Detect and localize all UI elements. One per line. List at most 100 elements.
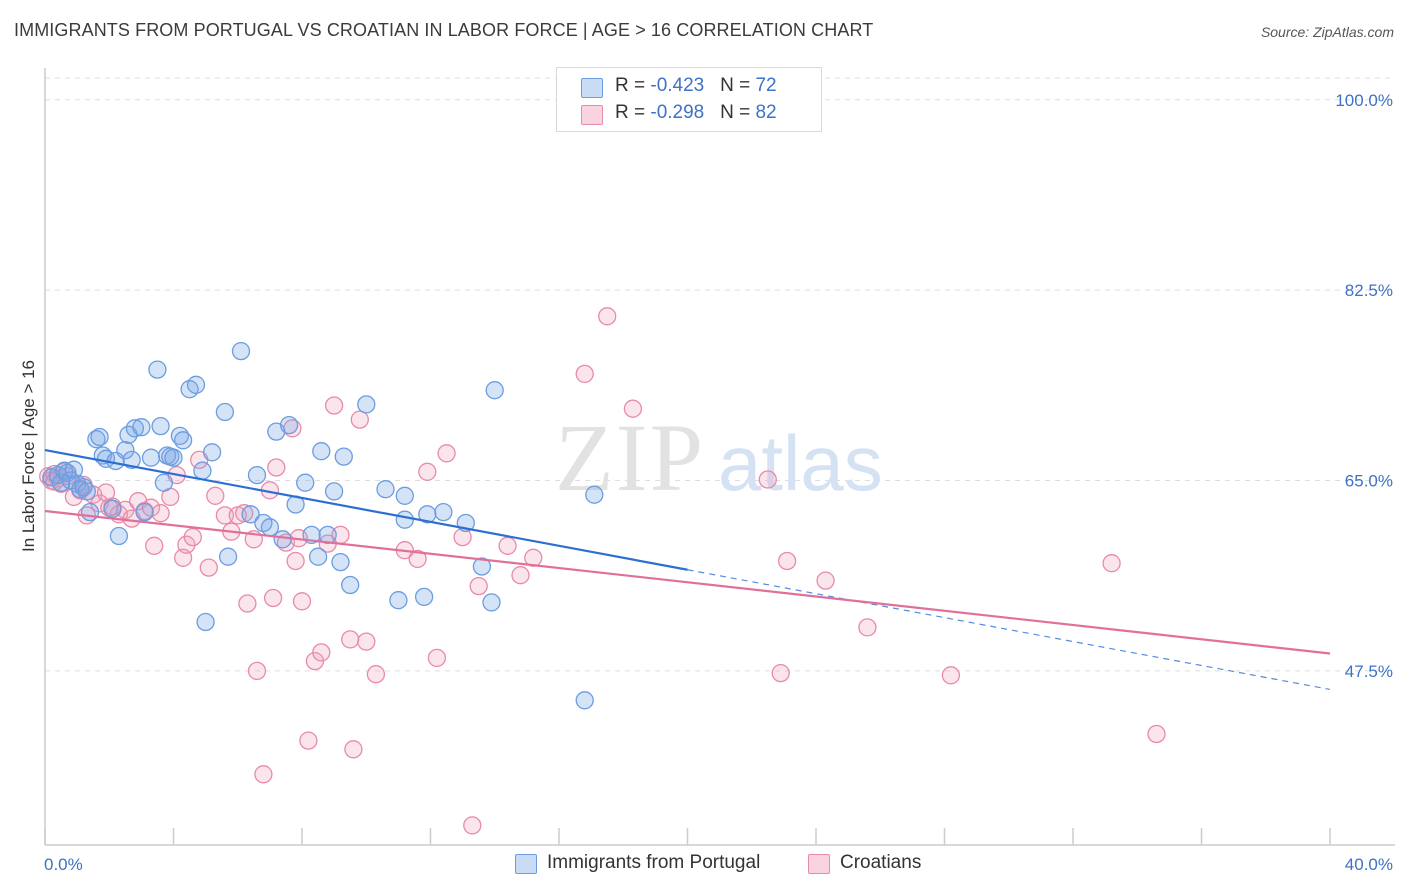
- portugal-point: [135, 502, 154, 522]
- croatians-point: [758, 470, 777, 489]
- portugal-n-label: N =: [720, 75, 756, 96]
- portugal-point: [87, 430, 106, 449]
- y-tick-label: 65.0%: [1345, 472, 1393, 491]
- chart-title: IMMIGRANTS FROM PORTUGAL VS CROATIAN IN …: [14, 20, 874, 40]
- axes: [44, 68, 1395, 846]
- croatians-point: [350, 410, 369, 429]
- portugal-point: [482, 593, 501, 612]
- y-tick-label: 100.0%: [1335, 91, 1393, 110]
- croatians-trend-line: [44, 509, 1331, 655]
- portugal-point: [218, 547, 238, 566]
- portugal-point: [173, 431, 193, 450]
- croatians-point: [418, 462, 437, 481]
- portugal-point: [296, 473, 315, 492]
- portugal-point: [55, 461, 74, 480]
- croatians-point: [1102, 554, 1121, 573]
- croatians-point: [408, 549, 427, 569]
- portugal-point: [334, 447, 353, 466]
- portugal-point: [151, 416, 170, 436]
- portugal-point: [103, 499, 122, 518]
- croatians-point: [286, 551, 305, 571]
- portugal-point: [125, 419, 145, 438]
- croatians-point: [777, 551, 797, 571]
- croatians-point: [312, 643, 331, 662]
- y-tick-label: 47.5%: [1345, 662, 1393, 681]
- portugal-point: [472, 557, 492, 576]
- portugal-point: [395, 486, 414, 505]
- croatians-point: [469, 576, 488, 596]
- croatians-point: [235, 504, 254, 523]
- portugal-point: [148, 360, 167, 379]
- croatians-point: [575, 364, 594, 384]
- portugal-point: [389, 591, 408, 610]
- croatians-n-label: N =: [720, 102, 756, 123]
- portugal-point: [434, 502, 453, 522]
- portugal-point: [77, 482, 96, 501]
- portugal-point: [273, 530, 292, 549]
- portugal-point: [196, 612, 215, 632]
- croatians-point: [344, 740, 363, 759]
- portugal-point: [241, 505, 260, 524]
- croatians-point: [366, 665, 386, 684]
- portugal-point: [80, 502, 100, 522]
- portugal-point: [90, 427, 109, 447]
- watermark-atlas: atlas: [718, 419, 883, 507]
- portugal-point: [202, 443, 222, 462]
- portugal-point: [341, 575, 360, 595]
- portugal-point: [164, 448, 183, 467]
- portugal-trend-extension: [687, 569, 1331, 691]
- portugal-swatch: [581, 78, 603, 98]
- portugal-point: [331, 552, 350, 572]
- portugal-point: [395, 510, 414, 529]
- croatians-point: [623, 399, 643, 418]
- croatians-point: [263, 588, 283, 608]
- croatians-point: [941, 666, 961, 685]
- portugal-point: [141, 448, 161, 467]
- croatians-r-value: -0.298: [650, 102, 705, 123]
- portugal-points: [42, 341, 604, 710]
- croatians-point: [292, 592, 312, 611]
- portugal-point: [132, 418, 151, 437]
- correlation-legend: R = -0.423 N = 72 R = -0.298 N = 82: [556, 67, 822, 132]
- croatians-point: [437, 444, 456, 463]
- croatians-point: [247, 661, 267, 681]
- portugal-point: [485, 381, 504, 400]
- x-tick-label: 0.0%: [44, 855, 83, 874]
- croatians-point: [238, 594, 257, 613]
- croatians-point: [427, 648, 447, 668]
- portugal-point: [376, 480, 395, 499]
- portugal-point: [109, 526, 129, 546]
- croatians-point: [215, 506, 235, 525]
- watermark: ZIP atlas: [555, 404, 883, 511]
- portugal-point: [231, 341, 251, 361]
- croatians-point: [357, 632, 376, 651]
- croatians-point: [183, 527, 202, 547]
- croatians-point: [341, 630, 360, 649]
- portugal-point: [186, 375, 206, 394]
- croatians-point: [206, 486, 225, 505]
- croatians-point: [267, 458, 286, 477]
- gridlines: [45, 77, 1395, 672]
- croatians-point: [1147, 724, 1166, 744]
- x-tick-label: 40.0%: [1345, 855, 1393, 874]
- portugal-point: [414, 587, 434, 607]
- portugal-point: [247, 465, 267, 485]
- portugal-legend-swatch: [515, 854, 537, 874]
- croatians-point: [511, 566, 530, 585]
- portugal-point: [64, 460, 84, 479]
- croatians-point: [498, 536, 517, 555]
- croatians-point: [299, 731, 318, 750]
- portugal-point: [215, 402, 235, 422]
- croatians-point: [145, 536, 164, 555]
- croatians-swatch: [581, 105, 603, 125]
- trend-lines: [44, 448, 1331, 691]
- portugal-point: [279, 415, 299, 435]
- portugal-point: [308, 547, 328, 566]
- croatians-n-value: 82: [755, 102, 777, 123]
- axis-labels: 47.5% 65.0% 82.5% 100.0% 0.0% 40.0%: [44, 91, 1393, 874]
- portugal-point: [122, 450, 141, 470]
- portugal-point: [575, 691, 594, 710]
- portugal-point: [193, 461, 212, 480]
- croatians-points: [39, 307, 1166, 835]
